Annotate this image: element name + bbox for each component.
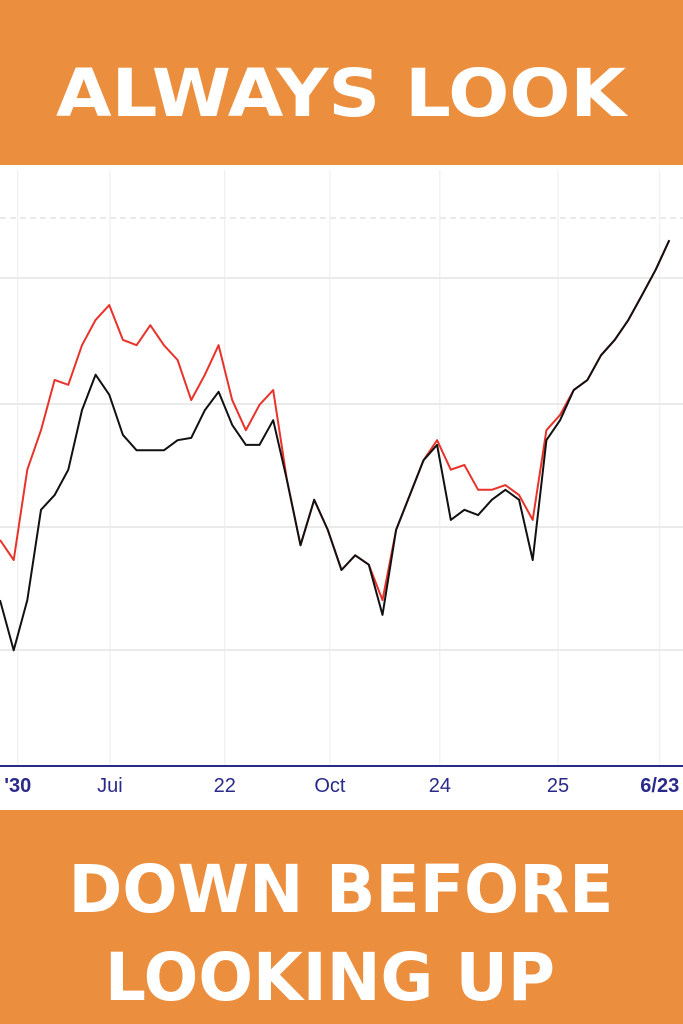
grid bbox=[0, 217, 683, 651]
x-tick-label: '30 bbox=[4, 775, 31, 797]
x-tick-label: 24 bbox=[429, 775, 451, 797]
series-line bbox=[0, 239, 671, 652]
x-tick-label: 6/23 bbox=[640, 775, 679, 797]
footer-band bbox=[0, 810, 683, 1024]
header-band bbox=[0, 0, 683, 165]
footer-line: LOOKING UP bbox=[105, 939, 555, 1016]
x-tick-label: Oct bbox=[314, 775, 346, 797]
plot bbox=[0, 170, 671, 766]
chart-area bbox=[0, 165, 683, 810]
x-tick-label: 22 bbox=[214, 775, 236, 797]
x-tick-label: Jui bbox=[97, 775, 123, 797]
header-title: ALWAYS LOOK bbox=[56, 55, 629, 132]
footer-line: DOWN BEFORE bbox=[69, 851, 614, 928]
x-tick-label: 25 bbox=[547, 775, 569, 797]
